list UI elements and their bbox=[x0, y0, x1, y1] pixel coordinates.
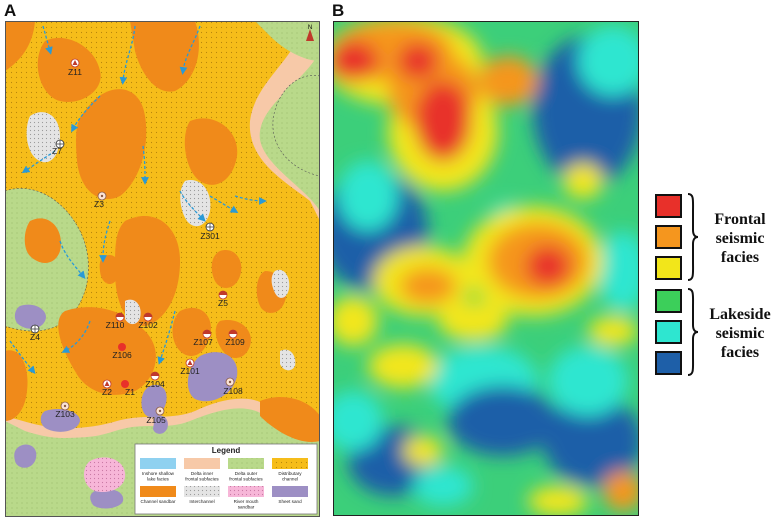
panel-a-label: A bbox=[4, 1, 17, 20]
legend-swatch bbox=[228, 458, 264, 469]
legend-item: Sheet sand bbox=[272, 486, 308, 504]
seismic-facies-map bbox=[333, 21, 639, 516]
facies-group-label: Frontal seismic facies bbox=[714, 211, 766, 266]
legend-swatch bbox=[184, 486, 220, 497]
well-z108: Z108 bbox=[223, 377, 243, 396]
wells-layer: Z11 Z7 Z3 Z301 Z5 Z110 Z102 Z107 Z109 Z4 Z106 Z101 Z… bbox=[30, 58, 245, 425]
well-label: Z105 bbox=[146, 415, 166, 425]
well-z101: Z101 bbox=[180, 358, 200, 376]
map-b-frame bbox=[333, 21, 639, 516]
well-label: Z109 bbox=[225, 337, 245, 347]
facies-group-label: Lakeside seismic facies bbox=[709, 306, 771, 361]
legend-swatch bbox=[140, 486, 176, 497]
well-z106: Z106 bbox=[112, 343, 132, 360]
well-z1: Z1 bbox=[121, 380, 135, 397]
legend-swatch bbox=[228, 486, 264, 497]
river-mouth-sandbar bbox=[83, 457, 126, 493]
well-label: Z4 bbox=[30, 332, 40, 342]
legend-swatch bbox=[272, 458, 308, 469]
well-label: Z106 bbox=[112, 350, 132, 360]
well-z2: Z2 bbox=[102, 379, 112, 397]
well-z105: Z105 bbox=[146, 406, 166, 425]
channel-sandbars bbox=[5, 21, 320, 442]
well-z301: Z301 bbox=[200, 222, 220, 241]
well-z103: Z103 bbox=[55, 401, 75, 419]
legend-swatch bbox=[140, 458, 176, 469]
legend-item-label: Interchannel bbox=[189, 499, 214, 504]
well-z7: Z7 bbox=[52, 139, 65, 156]
well-z104: Z104 bbox=[145, 371, 165, 389]
north-label: N bbox=[308, 25, 312, 31]
well-z109: Z109 bbox=[225, 329, 245, 347]
legend-item-label: frontal subfacies bbox=[185, 477, 219, 482]
facies-group-brace bbox=[687, 193, 699, 281]
well-z110: Z110 bbox=[106, 312, 125, 330]
well-label: Z110 bbox=[106, 320, 125, 330]
legend-item-label: Inshore shallow bbox=[142, 471, 175, 476]
facies-swatch bbox=[655, 351, 682, 375]
legend-item-label: Delta inner bbox=[191, 471, 214, 476]
legend-item: Interchannel bbox=[184, 486, 220, 504]
facies-swatch bbox=[655, 320, 682, 344]
legend-item-label: River mouth bbox=[234, 499, 259, 504]
well-label: Z107 bbox=[193, 337, 213, 347]
well-z102: Z102 bbox=[138, 312, 158, 330]
legend-title: Legend bbox=[212, 446, 241, 455]
legend-item-label: sandbar bbox=[238, 505, 255, 510]
well-label: Z5 bbox=[218, 298, 228, 308]
well-label: Z2 bbox=[102, 387, 112, 397]
well-label: Z103 bbox=[55, 409, 75, 419]
well-z11: Z11 bbox=[68, 58, 82, 77]
well-label: Z301 bbox=[200, 231, 220, 241]
facies-group-brace bbox=[687, 288, 699, 376]
well-z107: Z107 bbox=[193, 329, 213, 347]
facies-swatch bbox=[655, 194, 682, 218]
well-label: Z1 bbox=[125, 387, 135, 397]
facies-swatch bbox=[655, 289, 682, 313]
facies-swatch bbox=[655, 256, 682, 280]
legend-item-label: channel bbox=[282, 477, 298, 482]
legend-box bbox=[134, 443, 318, 515]
outer-frontal-lobe-northeast bbox=[255, 21, 320, 61]
legend-item-label: Channel sandbar bbox=[141, 499, 176, 504]
facies-swatch bbox=[655, 225, 682, 249]
legend-swatch bbox=[272, 486, 308, 497]
well-z3: Z3 bbox=[94, 191, 107, 209]
well-z5: Z5 bbox=[218, 290, 228, 308]
sedimentary-facies-map: N Z11 Z7 Z3 Z301 Z5 Z110 Z102 Z107 Z109 Z4 Z106 Z10… bbox=[5, 21, 320, 517]
legend-item-label: Delta outer bbox=[235, 471, 258, 476]
panel-b-label: B bbox=[332, 1, 345, 20]
well-z4: Z4 bbox=[30, 324, 40, 342]
map-a-frame bbox=[5, 21, 320, 517]
legend-item: Channel sandbar bbox=[140, 486, 176, 504]
well-label: Z101 bbox=[180, 366, 200, 376]
legend-item-label: Distributary bbox=[278, 471, 302, 476]
legend-swatch bbox=[184, 458, 220, 469]
flow-direction-arrows bbox=[9, 25, 267, 375]
seismic-amplitude-field bbox=[333, 21, 639, 516]
well-label: Z3 bbox=[94, 199, 104, 209]
well-label: Z108 bbox=[223, 386, 243, 396]
well-label: Z7 bbox=[52, 146, 62, 156]
legend-item-label: frontal subfacies bbox=[229, 477, 263, 482]
well-label: Z104 bbox=[145, 379, 165, 389]
well-label: Z102 bbox=[138, 320, 158, 330]
north-arrow-icon: N bbox=[306, 25, 314, 41]
legend-item-label: Sheet sand bbox=[278, 499, 302, 504]
well-label: Z11 bbox=[68, 67, 82, 77]
legend-item-label: lake facies bbox=[147, 477, 169, 482]
outer-frontal-lobe-east bbox=[272, 75, 320, 177]
